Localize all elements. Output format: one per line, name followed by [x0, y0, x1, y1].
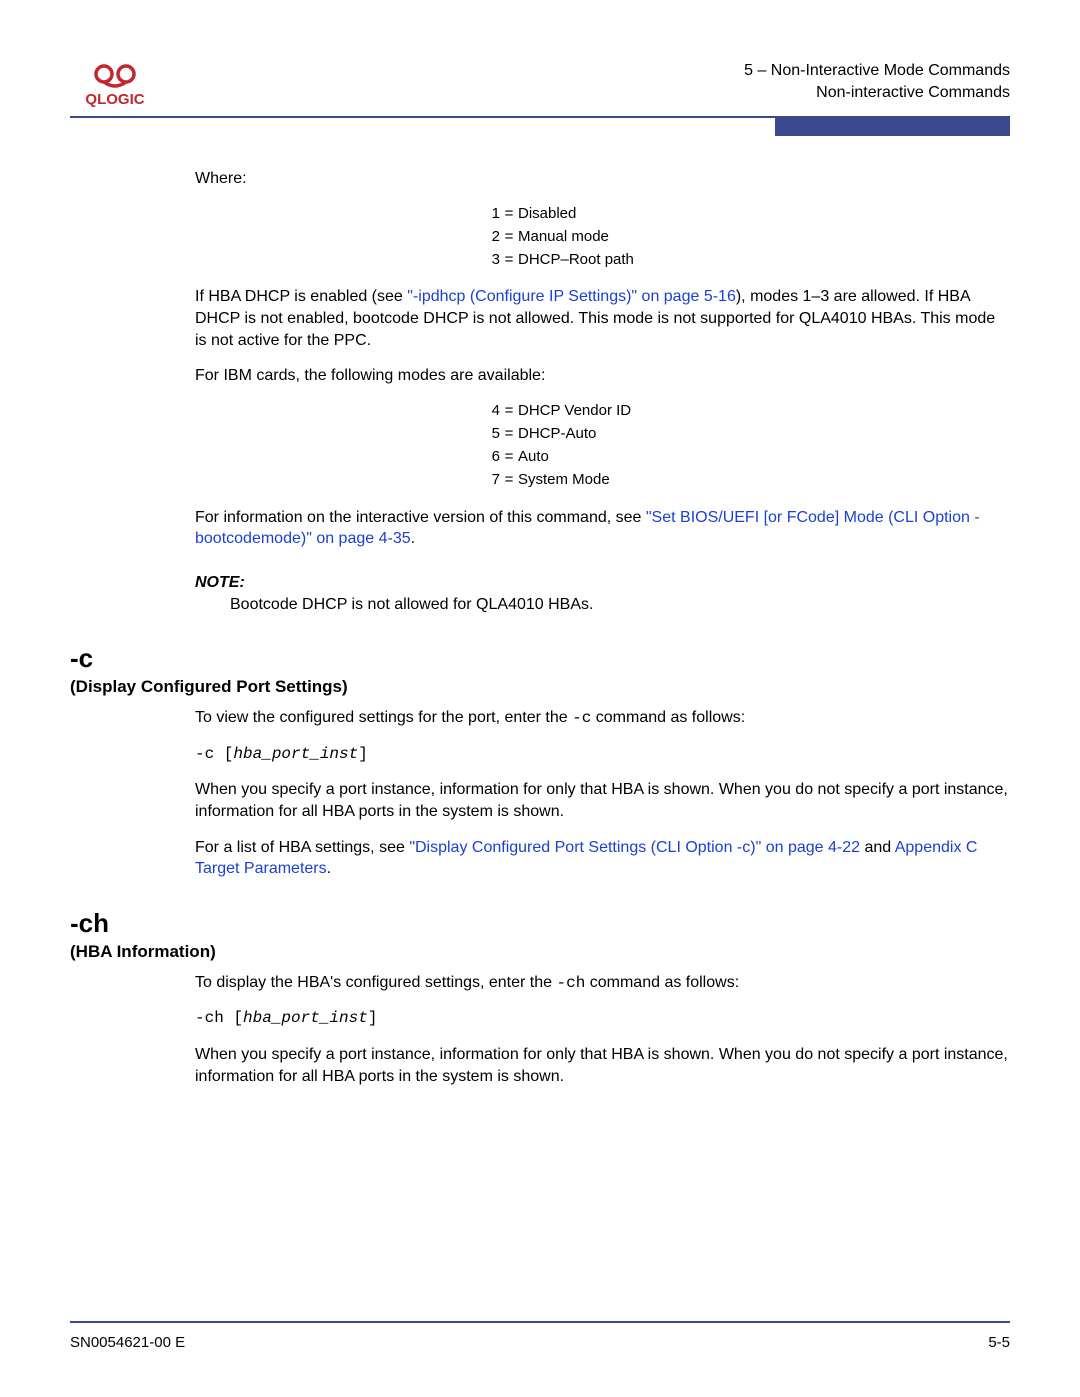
- where-label: Where:: [195, 168, 1010, 190]
- interactive-ref-paragraph: For information on the interactive versi…: [195, 507, 1010, 550]
- ibm-intro: For IBM cards, the following modes are a…: [195, 365, 1010, 387]
- list-item: 6=Auto: [480, 447, 1010, 467]
- cmd-c-title: -c: [70, 641, 1010, 676]
- footer-rule: [70, 1321, 1010, 1323]
- header-section: Non-interactive Commands: [744, 82, 1010, 104]
- svg-text:QLOGIC: QLOGIC: [85, 91, 144, 108]
- page-header: QLOGIC 5 – Non-Interactive Mode Commands…: [70, 60, 1010, 110]
- list-item: 1=Disabled: [480, 204, 1010, 224]
- cmd-ch-title: -ch: [70, 906, 1010, 941]
- cmd-ch-syntax: -ch [hba_port_inst]: [195, 1008, 1010, 1030]
- cmd-ch-subtitle: (HBA Information): [70, 941, 1010, 964]
- header-chapter: 5 – Non-Interactive Mode Commands: [744, 60, 1010, 82]
- cmd-c-syntax: -c [hba_port_inst]: [195, 744, 1010, 766]
- header-color-bar: [775, 118, 1010, 136]
- list-item: 5=DHCP-Auto: [480, 424, 1010, 444]
- note-heading: NOTE:: [195, 574, 245, 591]
- cmd-ch-intro: To display the HBA's configured settings…: [195, 972, 1010, 995]
- note-block: NOTE: Bootcode DHCP is not allowed for Q…: [195, 572, 1010, 615]
- list-item: 7=System Mode: [480, 470, 1010, 490]
- list-item: 3=DHCP–Root path: [480, 250, 1010, 270]
- footer-pagenum: 5-5: [988, 1333, 1010, 1353]
- dhcp-paragraph: If HBA DHCP is enabled (see "-ipdhcp (Co…: [195, 286, 1010, 351]
- cmd-c-body: When you specify a port instance, inform…: [195, 779, 1010, 822]
- list-item: 2=Manual mode: [480, 227, 1010, 247]
- cmd-c-intro: To view the configured settings for the …: [195, 707, 1010, 730]
- display-port-settings-link[interactable]: "Display Configured Port Settings (CLI O…: [409, 839, 860, 856]
- modes-list-2: 4=DHCP Vendor ID 5=DHCP-Auto 6=Auto 7=Sy…: [480, 401, 1010, 491]
- cmd-c-refs: For a list of HBA settings, see "Display…: [195, 837, 1010, 880]
- page-footer: SN0054621-00 E 5-5: [70, 1321, 1010, 1353]
- note-body: Bootcode DHCP is not allowed for QLA4010…: [230, 596, 593, 613]
- list-item: 4=DHCP Vendor ID: [480, 401, 1010, 421]
- footer-docid: SN0054621-00 E: [70, 1333, 185, 1353]
- cmd-c-subtitle: (Display Configured Port Settings): [70, 676, 1010, 699]
- qlogic-logo: QLOGIC: [70, 60, 160, 110]
- cmd-ch-body: When you specify a port instance, inform…: [195, 1044, 1010, 1087]
- ipdhcp-link[interactable]: "-ipdhcp (Configure IP Settings)" on pag…: [407, 288, 736, 305]
- modes-list-1: 1=Disabled 2=Manual mode 3=DHCP–Root pat…: [480, 204, 1010, 271]
- header-text: 5 – Non-Interactive Mode Commands Non-in…: [744, 60, 1010, 103]
